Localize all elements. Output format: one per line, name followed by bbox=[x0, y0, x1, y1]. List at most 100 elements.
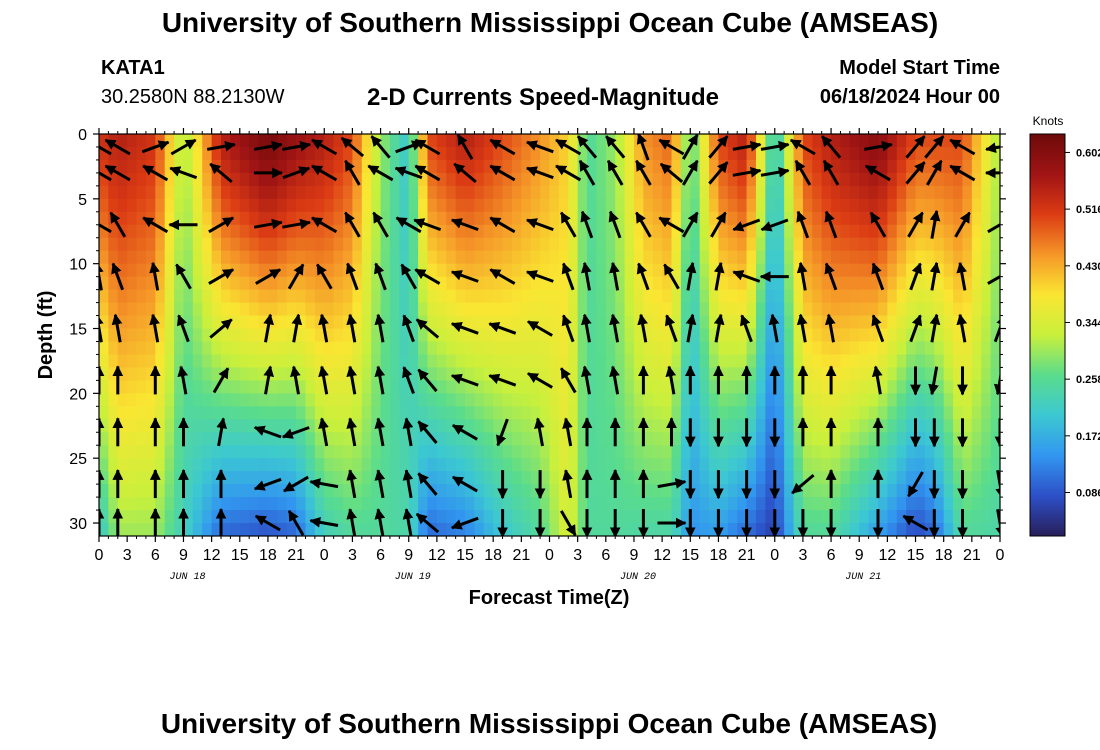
current-vector bbox=[863, 140, 893, 152]
heatmap-cell bbox=[615, 393, 626, 407]
heatmap-cell bbox=[643, 341, 654, 356]
heatmap-cell bbox=[352, 146, 363, 161]
heatmap-cell bbox=[221, 146, 231, 161]
heatmap-cell bbox=[108, 198, 119, 213]
heatmap-cell bbox=[652, 484, 663, 498]
current-vector bbox=[909, 314, 923, 343]
heatmap-cell bbox=[727, 250, 738, 265]
heatmap-cell bbox=[981, 211, 992, 226]
heatmap-cell bbox=[615, 224, 626, 239]
heatmap-cell bbox=[333, 185, 344, 200]
heatmap-cell bbox=[408, 484, 419, 498]
heatmap-cell bbox=[455, 432, 466, 446]
heatmap-cell bbox=[943, 341, 954, 356]
heatmap-cell bbox=[418, 237, 429, 252]
heatmap-cell bbox=[671, 471, 682, 485]
heatmap-cell bbox=[793, 510, 804, 524]
heatmap-cell bbox=[108, 354, 119, 369]
heatmap-cell bbox=[859, 380, 870, 394]
heatmap-cell bbox=[915, 523, 926, 536]
heatmap-cell bbox=[108, 497, 119, 511]
current-vector bbox=[216, 417, 228, 447]
heatmap-cell bbox=[296, 198, 307, 213]
current-vector bbox=[796, 210, 810, 239]
heatmap-cell bbox=[680, 250, 691, 265]
heatmap-cell bbox=[427, 198, 438, 213]
heatmap-cell bbox=[221, 250, 231, 265]
heatmap-cell bbox=[971, 159, 982, 174]
heatmap-cell bbox=[755, 289, 766, 304]
heatmap-cell bbox=[502, 367, 513, 381]
heatmap-cell bbox=[615, 315, 626, 330]
heatmap-cell bbox=[633, 172, 644, 187]
heatmap-cell bbox=[887, 445, 898, 459]
current-vector bbox=[370, 135, 391, 159]
heatmap-cell bbox=[793, 406, 804, 420]
heatmap-cell bbox=[333, 302, 344, 317]
current-vector bbox=[987, 274, 1000, 285]
current-vector bbox=[142, 164, 169, 182]
heatmap-cell bbox=[427, 172, 438, 187]
heatmap-cell bbox=[117, 198, 128, 213]
heatmap-cell bbox=[990, 263, 1000, 278]
heatmap-cell bbox=[117, 341, 128, 356]
heatmap-cell bbox=[868, 185, 879, 200]
heatmap-cell bbox=[455, 302, 466, 317]
heatmap-cell bbox=[389, 146, 400, 161]
heatmap-cell bbox=[530, 198, 541, 213]
heatmap-cell bbox=[812, 367, 823, 381]
heatmap-cell bbox=[455, 146, 466, 161]
heatmap-cell bbox=[577, 224, 588, 239]
heatmap-cell bbox=[361, 367, 372, 381]
heatmap-cell bbox=[962, 146, 973, 161]
heatmap-cell bbox=[962, 328, 973, 343]
heatmap-cell bbox=[615, 159, 626, 174]
heatmap-cell bbox=[511, 185, 522, 200]
colorbar-tick-label: 0.172 bbox=[1076, 431, 1100, 443]
heatmap-cell bbox=[202, 250, 213, 265]
heatmap-cell bbox=[192, 146, 203, 161]
heatmap-cell bbox=[277, 484, 288, 498]
colorbar-tick-label: 0.602 bbox=[1076, 147, 1100, 159]
heatmap-cell bbox=[465, 302, 476, 317]
heatmap-cell bbox=[699, 198, 710, 213]
heatmap-cell bbox=[230, 523, 241, 536]
heatmap-cell bbox=[755, 302, 766, 317]
heatmap-cell bbox=[737, 237, 748, 252]
current-vector bbox=[609, 261, 620, 291]
heatmap-cell bbox=[709, 134, 720, 148]
heatmap-cell bbox=[680, 380, 691, 394]
heatmap-cell bbox=[821, 224, 832, 239]
heatmap-cell bbox=[943, 484, 954, 498]
heatmap-cell bbox=[906, 198, 917, 213]
heatmap-cell bbox=[267, 250, 278, 265]
heatmap-cell bbox=[755, 185, 766, 200]
heatmap-cell bbox=[896, 445, 907, 459]
heatmap-cell bbox=[296, 432, 307, 446]
heatmap-cell bbox=[493, 406, 504, 420]
heatmap-cell bbox=[934, 237, 945, 252]
heatmap-cell bbox=[164, 471, 175, 485]
heatmap-cell bbox=[915, 224, 926, 239]
heatmap-cell bbox=[765, 289, 776, 304]
heatmap-cell bbox=[483, 328, 494, 343]
heatmap-cell bbox=[737, 302, 748, 317]
heatmap-cell bbox=[793, 458, 804, 472]
heatmap-cell bbox=[221, 445, 231, 459]
heatmap-cell bbox=[802, 523, 813, 536]
heatmap-cell bbox=[314, 289, 325, 304]
heatmap-cell bbox=[239, 198, 250, 213]
heatmap-cell bbox=[868, 250, 879, 265]
heatmap-cell bbox=[755, 198, 766, 213]
current-vector bbox=[924, 135, 945, 159]
heatmap-cell bbox=[418, 432, 429, 446]
heatmap-cell bbox=[718, 224, 729, 239]
heatmap-cell bbox=[793, 276, 804, 291]
heatmap-cell bbox=[192, 198, 203, 213]
heatmap-cell bbox=[380, 289, 391, 304]
heatmap-cell bbox=[446, 523, 457, 536]
current-vector bbox=[534, 417, 545, 447]
heatmap-cell bbox=[305, 354, 316, 369]
heatmap-cell bbox=[333, 198, 344, 213]
heatmap-cell bbox=[540, 263, 551, 278]
